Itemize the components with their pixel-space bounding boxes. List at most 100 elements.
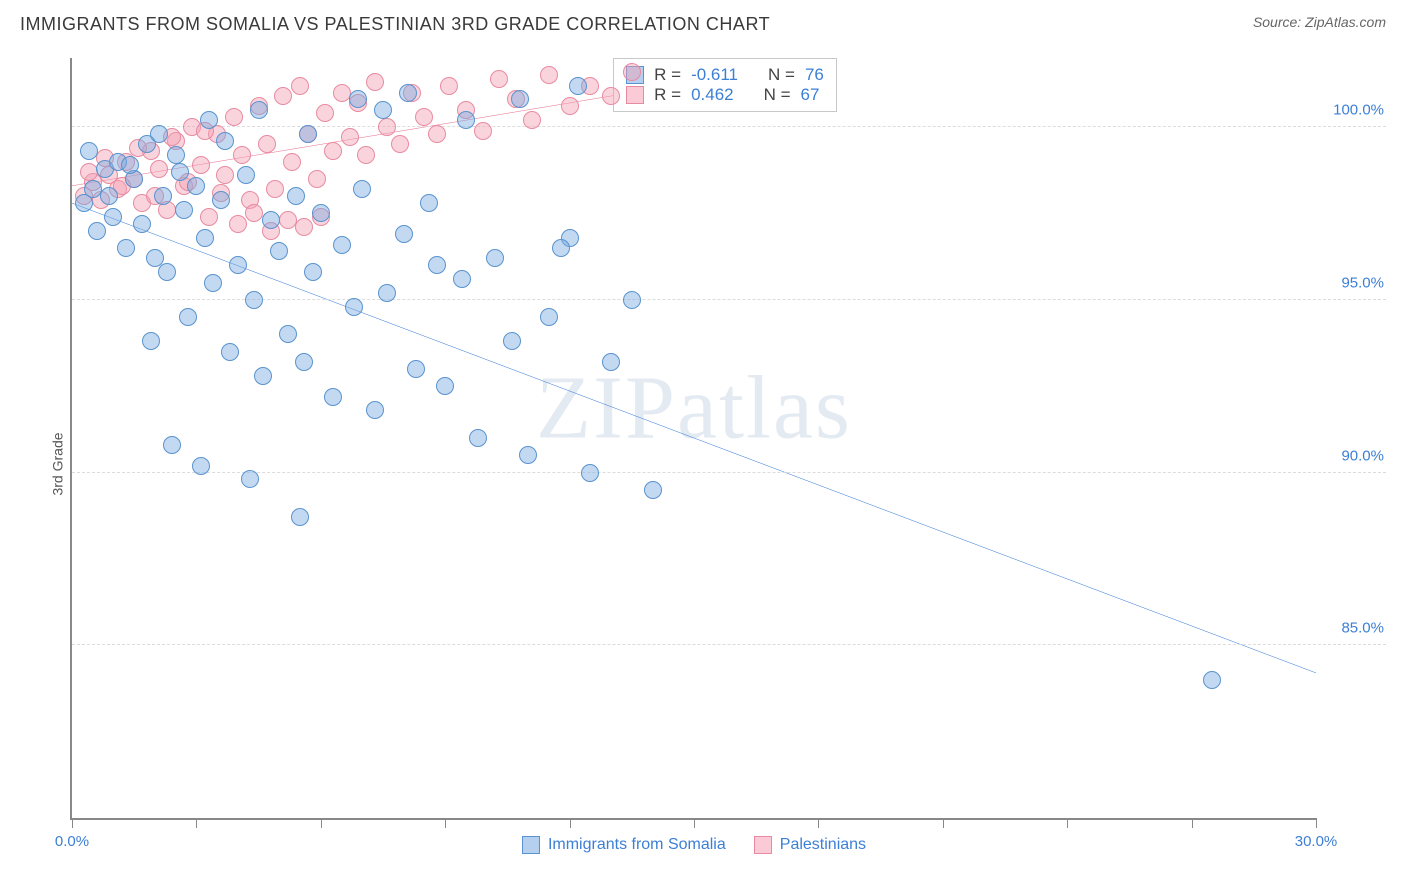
scatter-point-pink <box>229 215 247 233</box>
x-tick <box>1067 818 1068 828</box>
scatter-point-blue <box>84 180 102 198</box>
scatter-point-pink <box>225 108 243 126</box>
scatter-point-blue <box>295 353 313 371</box>
scatter-point-blue <box>204 274 222 292</box>
scatter-point-pink <box>245 204 263 222</box>
legend-swatch-pink <box>754 836 772 854</box>
scatter-point-blue <box>100 187 118 205</box>
scatter-point-pink <box>200 208 218 226</box>
scatter-point-blue <box>345 298 363 316</box>
scatter-point-blue <box>312 204 330 222</box>
legend-swatch-pink <box>626 86 644 104</box>
stat-r-label: R = <box>654 65 681 85</box>
gridline-h <box>72 472 1386 473</box>
scatter-point-blue <box>519 446 537 464</box>
scatter-point-blue <box>229 256 247 274</box>
scatter-point-blue <box>192 457 210 475</box>
scatter-point-pink <box>333 84 351 102</box>
x-tick <box>1316 818 1317 828</box>
scatter-point-pink <box>415 108 433 126</box>
x-tick <box>196 818 197 828</box>
scatter-point-blue <box>241 470 259 488</box>
scatter-point-blue <box>117 239 135 257</box>
scatter-point-blue <box>104 208 122 226</box>
legend-label: Palestinians <box>780 836 866 854</box>
scatter-point-pink <box>428 125 446 143</box>
scatter-point-pink <box>274 87 292 105</box>
scatter-point-blue <box>187 177 205 195</box>
scatter-point-pink <box>540 66 558 84</box>
scatter-point-blue <box>353 180 371 198</box>
scatter-point-blue <box>511 90 529 108</box>
legend-item-blue: Immigrants from Somalia <box>522 836 726 854</box>
scatter-point-blue <box>623 291 641 309</box>
legend-label: Immigrants from Somalia <box>548 836 726 854</box>
chart-title: IMMIGRANTS FROM SOMALIA VS PALESTINIAN 3… <box>20 14 770 35</box>
scatter-point-pink <box>366 73 384 91</box>
scatter-point-blue <box>221 343 239 361</box>
scatter-point-blue <box>142 332 160 350</box>
scatter-point-blue <box>279 325 297 343</box>
scatter-point-blue <box>254 367 272 385</box>
scatter-point-blue <box>200 111 218 129</box>
x-tick <box>943 818 944 828</box>
scatter-point-pink <box>291 77 309 95</box>
scatter-point-blue <box>216 132 234 150</box>
scatter-point-blue <box>299 125 317 143</box>
bottom-legend: Immigrants from Somalia Palestinians <box>72 836 1316 854</box>
x-tick <box>321 818 322 828</box>
scatter-point-pink <box>295 218 313 236</box>
trendline-blue <box>72 203 1316 673</box>
gridline-h <box>72 644 1386 645</box>
y-axis-label: 3rd Grade <box>50 432 66 495</box>
stat-n-value: 76 <box>805 65 824 85</box>
y-tick-label: 85.0% <box>1341 620 1384 637</box>
scatter-point-blue <box>436 377 454 395</box>
gridline-h <box>72 126 1386 127</box>
stat-n-label: N = <box>768 65 795 85</box>
x-tick <box>72 818 73 828</box>
scatter-point-blue <box>349 90 367 108</box>
y-tick-label: 90.0% <box>1341 447 1384 464</box>
scatter-point-blue <box>121 156 139 174</box>
stat-r-value: -0.611 <box>691 65 738 85</box>
plot-area: ZIPatlas R = -0.611N = 76R = 0.462N = 67… <box>70 58 1316 820</box>
scatter-point-pink <box>324 142 342 160</box>
x-tick <box>445 818 446 828</box>
legend-swatch-blue <box>522 836 540 854</box>
scatter-point-pink <box>357 146 375 164</box>
scatter-point-pink <box>474 122 492 140</box>
scatter-point-pink <box>316 104 334 122</box>
scatter-point-blue <box>644 481 662 499</box>
scatter-point-blue <box>374 101 392 119</box>
scatter-point-blue <box>304 263 322 281</box>
stat-r-label: R = <box>654 85 681 105</box>
scatter-point-blue <box>88 222 106 240</box>
x-tick-label: 30.0% <box>1295 833 1338 850</box>
stat-r-value: 0.462 <box>691 85 734 105</box>
scatter-point-blue <box>179 308 197 326</box>
scatter-point-blue <box>1203 671 1221 689</box>
stat-n-value: 67 <box>801 85 820 105</box>
scatter-point-pink <box>341 128 359 146</box>
scatter-point-pink <box>523 111 541 129</box>
scatter-point-pink <box>391 135 409 153</box>
scatter-point-blue <box>486 249 504 267</box>
scatter-point-pink <box>150 160 168 178</box>
scatter-point-blue <box>150 125 168 143</box>
scatter-point-pink <box>561 97 579 115</box>
x-tick <box>570 818 571 828</box>
scatter-point-blue <box>175 201 193 219</box>
scatter-point-blue <box>428 256 446 274</box>
scatter-point-pink <box>192 156 210 174</box>
scatter-point-blue <box>366 401 384 419</box>
source-citation: Source: ZipAtlas.com <box>1253 14 1386 30</box>
scatter-point-blue <box>163 436 181 454</box>
y-tick-label: 95.0% <box>1341 274 1384 291</box>
scatter-point-blue <box>212 191 230 209</box>
scatter-point-pink <box>233 146 251 164</box>
scatter-point-blue <box>287 187 305 205</box>
scatter-point-blue <box>250 101 268 119</box>
scatter-point-blue <box>457 111 475 129</box>
scatter-point-pink <box>266 180 284 198</box>
